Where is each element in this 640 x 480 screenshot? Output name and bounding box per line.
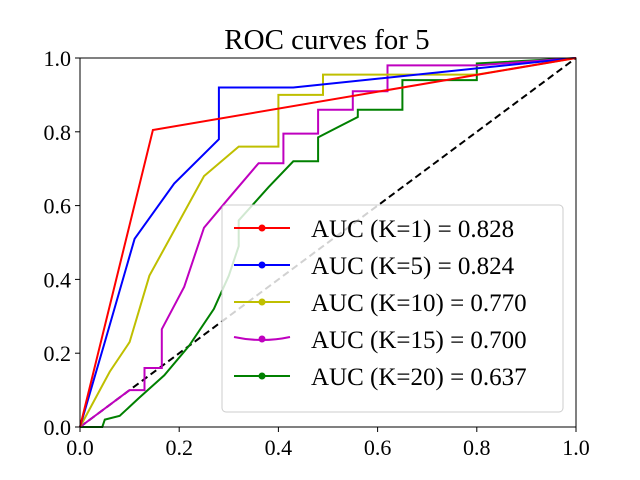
y-tick-label: 0.6 <box>44 194 72 219</box>
legend-key-marker <box>258 261 266 269</box>
legend-key-marker <box>258 335 266 343</box>
series-line-2 <box>79 57 577 428</box>
legend-key-marker <box>258 372 266 380</box>
y-tick-label: 0.2 <box>44 341 72 366</box>
axis-ticks: 0.0 0.2 0.4 0.6 0.8 1.0 0.0 0.2 0.4 0.6 0.8 1.0 <box>44 46 590 460</box>
x-tick-label: 0.6 <box>364 435 392 460</box>
legend-label: AUC (K=20) = 0.637 <box>311 364 527 391</box>
y-tick-label: 0.0 <box>44 415 72 440</box>
legend-label: AUC (K=15) = 0.700 <box>311 327 527 354</box>
x-tick-label: 0.0 <box>66 435 94 460</box>
y-tick-label: 1.0 <box>44 46 72 71</box>
series-line-1 <box>79 57 577 428</box>
legend-label: AUC (K=10) = 0.770 <box>311 290 527 317</box>
series-line-5 <box>80 57 577 428</box>
chart-title: ROC curves for 5 <box>224 24 429 56</box>
y-tick-label: 0.4 <box>44 267 72 292</box>
legend: AUC (K=1) = 0.828 AUC (K=5) = 0.824 AUC (K… <box>221 204 564 413</box>
legend-key-marker <box>258 298 266 306</box>
legend-label: AUC (K=1) = 0.828 <box>311 216 514 243</box>
legend-box <box>221 204 564 413</box>
x-tick-label: 0.4 <box>265 435 293 460</box>
x-tick-label: 1.0 <box>562 435 590 460</box>
legend-key-marker <box>258 224 266 232</box>
legend-label: AUC (K=5) = 0.824 <box>311 253 515 280</box>
series-line-3 <box>79 57 577 428</box>
y-tick-label: 0.8 <box>44 120 72 145</box>
axes-frame <box>79 57 577 428</box>
x-tick-label: 0.8 <box>463 435 491 460</box>
x-tick-label: 0.2 <box>165 435 193 460</box>
